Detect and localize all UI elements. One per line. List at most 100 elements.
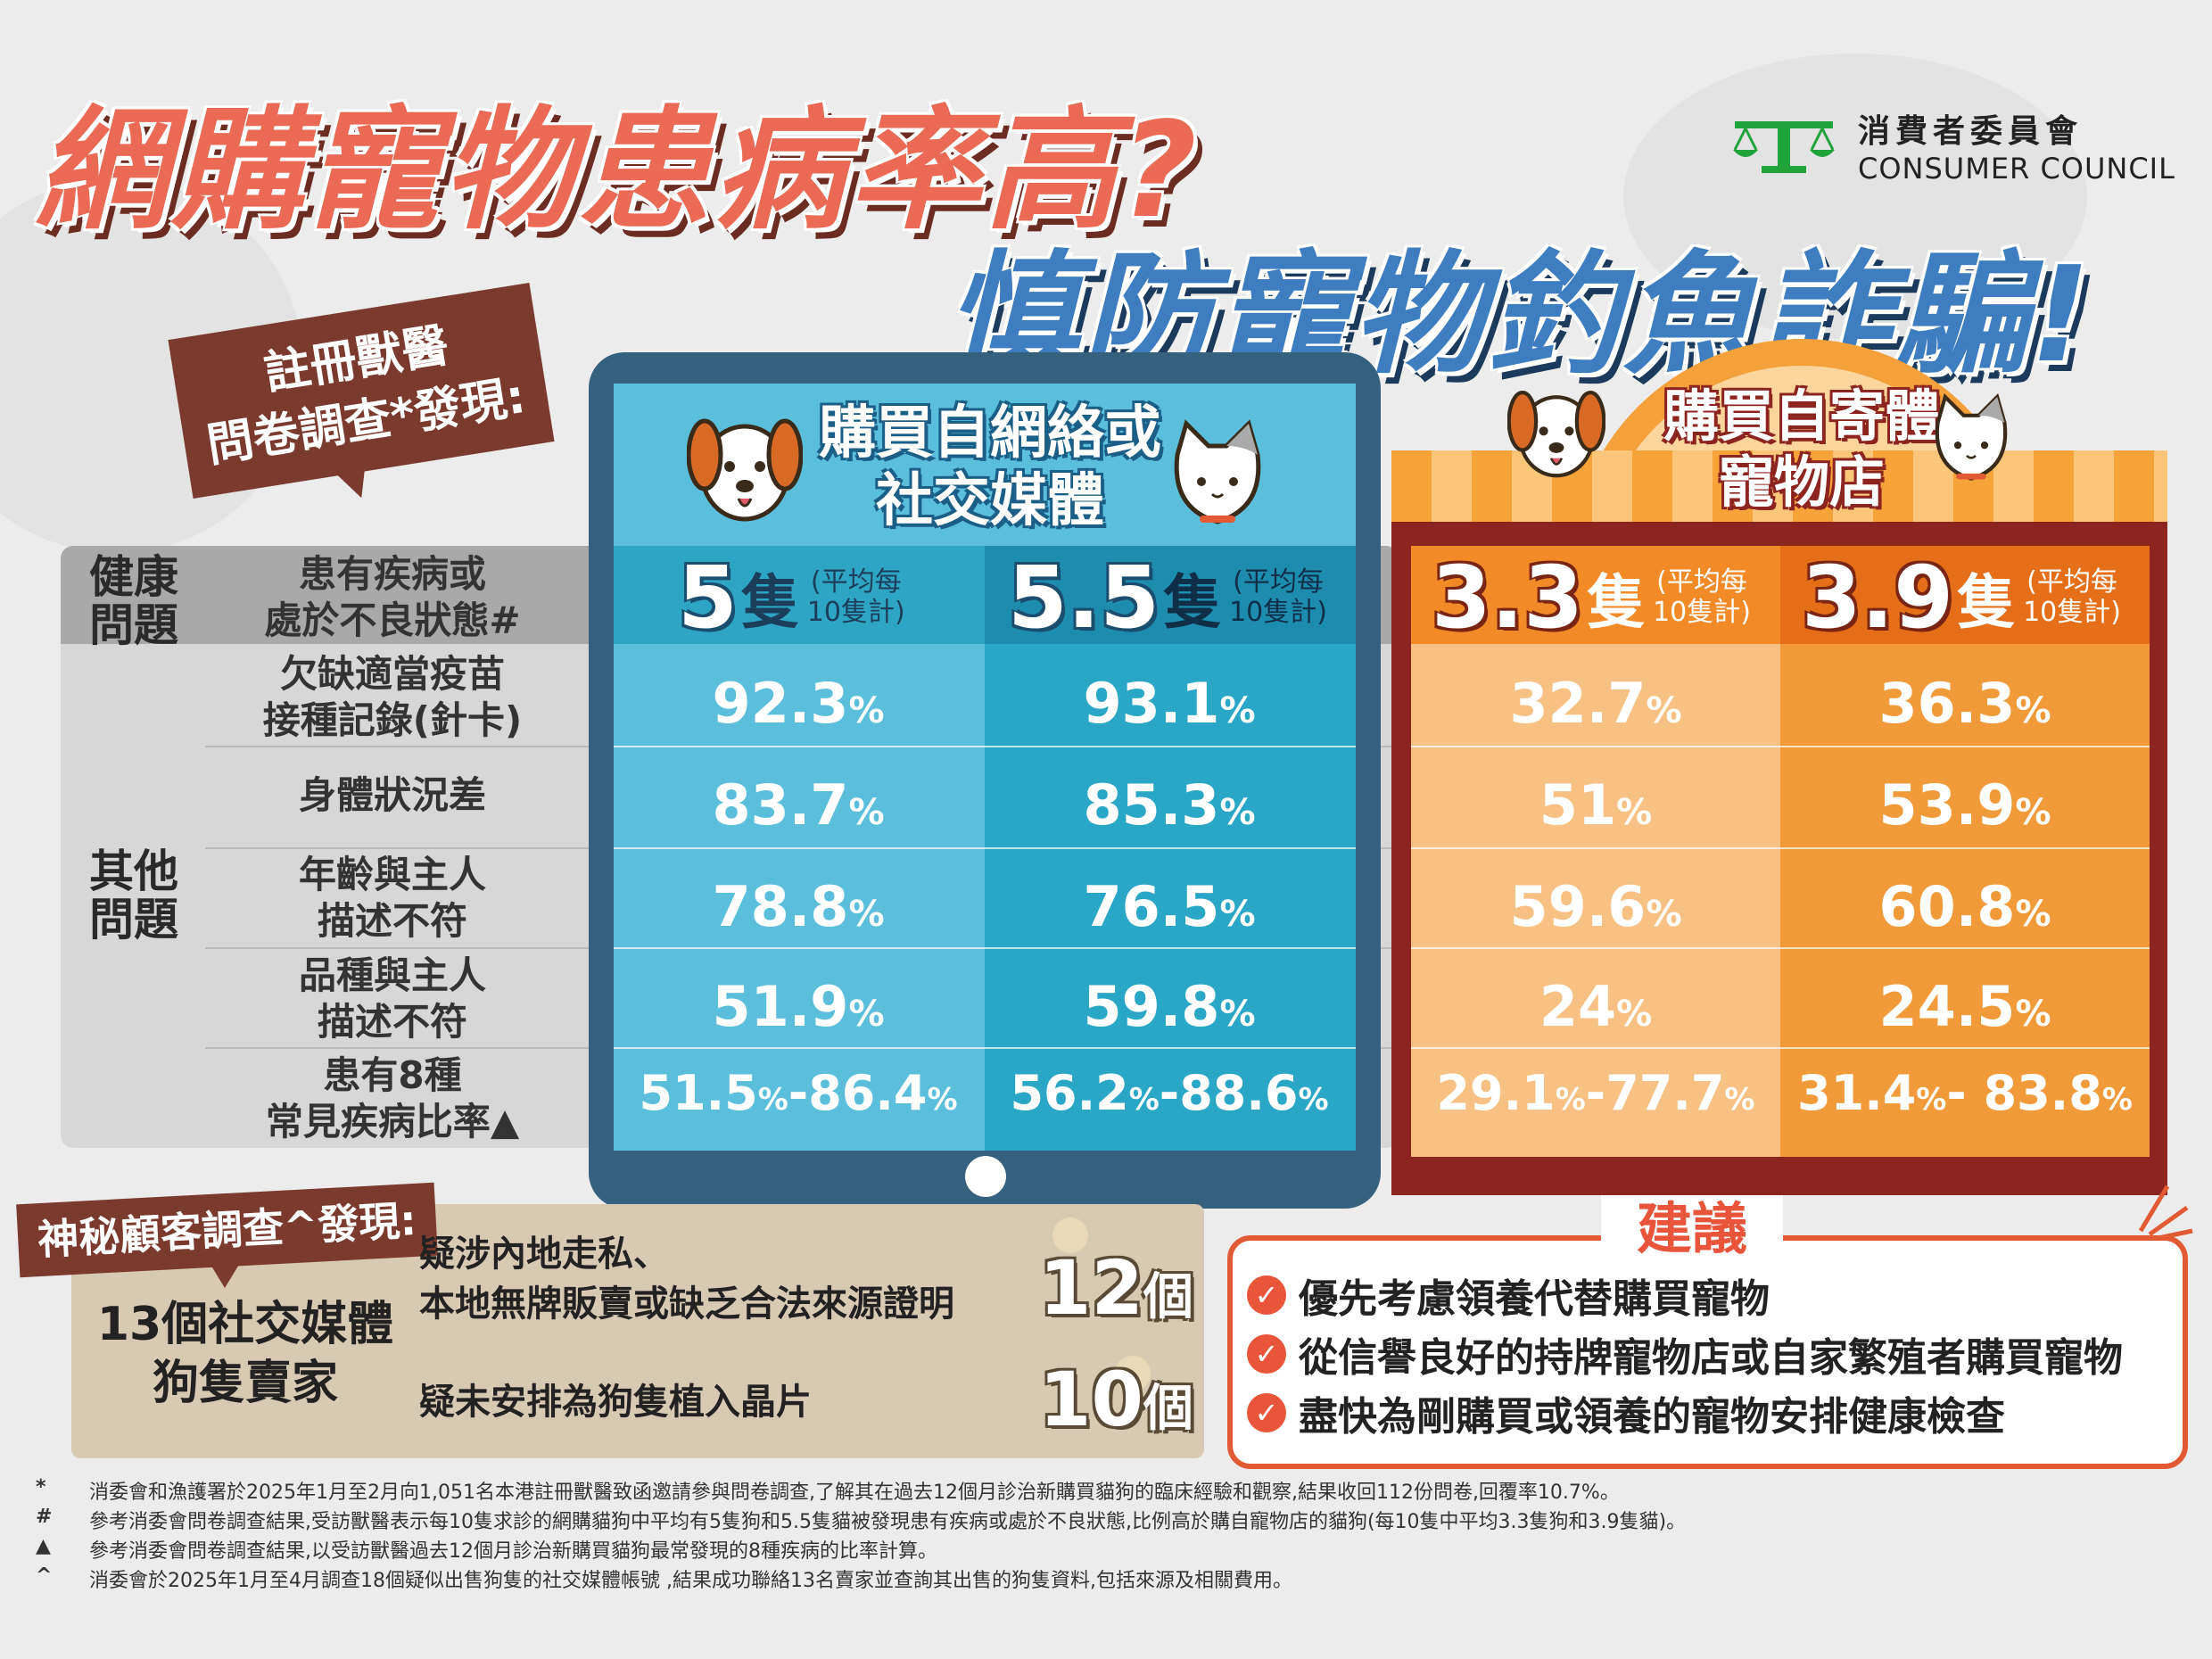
row-label-line1: 身體狀況差 [298, 773, 486, 817]
row-label-line2: 接種記錄(針卡) [262, 698, 523, 742]
avg-note-line1: (平均每 [1233, 566, 1324, 598]
avg-note-line2: 10隻計) [1229, 597, 1327, 628]
footnote: # 參考消委會問卷調查結果,受訪獸醫表示每10隻求診的網購貓狗中平均有5隻狗和5.… [36, 1506, 1686, 1534]
avg-note: (平均每 10隻計) [1229, 567, 1327, 628]
count-value: 5.5 [1008, 548, 1160, 648]
smuggling-count-unit: 個 [1143, 1268, 1193, 1326]
value-cell: 93.1% [985, 671, 1354, 736]
paw-decoration [1115, 1356, 1151, 1391]
percent-value: 85.3 [1083, 772, 1220, 838]
range-start: 31.4 [1797, 1065, 1917, 1121]
range-dash: - [788, 1065, 809, 1121]
shop-cat-header [1780, 546, 2150, 644]
row-label-line2: 描述不符 [317, 899, 467, 943]
row-label-8-diseases: 患有8種 常見疾病比率▲ [205, 1052, 580, 1145]
burst-icon [2138, 1184, 2193, 1240]
value-cell: 76.5% [985, 874, 1354, 939]
category-health: 健康 問題 [89, 551, 178, 651]
seller-count-line2: 狗隻賣家 [152, 1357, 338, 1410]
advice-item-text: 從信譽良好的持牌寵物店或自家繁殖者購買寵物 [1299, 1335, 2123, 1381]
online-dog-disease-count: 5 隻 (平均每 10隻計) [678, 553, 905, 642]
avg-note-line2: 10隻計) [1653, 597, 1751, 628]
check-icon: ✓ [1247, 1393, 1286, 1432]
count-value: 5 [678, 548, 738, 648]
cell-divider [1411, 947, 2150, 949]
percent-value: 83.7 [712, 772, 849, 838]
percent-value: 51.9 [712, 974, 849, 1039]
shop-dog-header [1411, 546, 1780, 644]
percent-sign: % [1724, 1082, 1755, 1118]
footnote: ^ 消委會於2025年1月至4月調查18個疑似出售狗隻的社交媒體帳號 ,結果成功聯… [36, 1564, 1292, 1593]
percent-value: 92.3 [712, 671, 849, 736]
online-cat-disease-count: 5.5 隻 (平均每 10隻計) [1008, 553, 1327, 642]
cat-icon [1935, 393, 2008, 481]
percent-value: 78.8 [712, 874, 849, 939]
tablet-home-button [965, 1156, 1006, 1197]
online-title-line2: 社交媒體 [876, 468, 1104, 534]
online-title-line1: 購買自網絡或 [819, 400, 1161, 466]
value-cell: 92.3% [614, 671, 983, 736]
row-label-line1: 患有疾病或 [298, 552, 486, 596]
row-label-line2: 常見疾病比率▲ [265, 1100, 520, 1143]
row-label-line1: 年齡與主人 [298, 853, 486, 896]
check-icon: ✓ [1247, 1334, 1286, 1374]
value-cell: 29.1%-77.7% [1411, 1065, 1780, 1121]
percent-sign: % [1219, 894, 1256, 935]
value-cell: 83.7% [614, 772, 983, 838]
shop-title: 購買自寄體 寵物店 [1597, 384, 2007, 516]
advice-item-text: 優先考慮領養代替購買寵物 [1299, 1276, 1770, 1322]
row-label-line1: 品種與主人 [298, 953, 486, 997]
advice-item: ✓ 從信譽良好的持牌寵物店或自家繁殖者購買寵物 [1247, 1325, 2123, 1382]
count-unit: 隻 [740, 568, 800, 637]
percent-value: 76.5 [1083, 874, 1220, 939]
percent-sign: % [848, 894, 885, 935]
percent-sign: % [1555, 1082, 1586, 1118]
range-dash: - [1159, 1065, 1180, 1121]
range-end: 88.6 [1179, 1065, 1299, 1121]
range-start: 56.2 [1010, 1065, 1129, 1121]
advice-panel [1227, 1235, 2188, 1469]
smuggling-finding-line2: 本地無牌販賣或缺乏合法來源證明 [419, 1283, 954, 1325]
avg-note-line2: 10隻計) [2023, 597, 2121, 628]
category-other: 其他 問題 [89, 846, 178, 945]
check-icon: ✓ [1247, 1275, 1286, 1315]
percent-sign: % [1646, 690, 1682, 731]
value-cell: 24.5% [1780, 974, 2150, 1039]
range-dash: - [1946, 1065, 1967, 1121]
percent-value: 24 [1539, 974, 1617, 1039]
percent-sign: % [848, 994, 885, 1035]
avg-note-line1: (平均每 [810, 566, 902, 598]
percent-sign: % [2015, 894, 2051, 935]
shop-title-line2: 寵物店 [1718, 450, 1885, 515]
percent-value: 59.6 [1509, 874, 1647, 939]
dog-icon [1507, 391, 1605, 478]
percent-value: 32.7 [1509, 671, 1647, 736]
range-dash: - [1585, 1065, 1606, 1121]
seller-count-line1: 13個社交媒體 [96, 1298, 394, 1351]
percent-sign: % [2015, 690, 2051, 731]
scale-icon [1733, 121, 1835, 173]
shop-cat-column [1780, 644, 2150, 1157]
value-cell: 51.9% [614, 974, 983, 1039]
percent-sign: % [1298, 1082, 1329, 1118]
advice-item-text: 盡快為剛購買或領養的寵物安排健康檢查 [1299, 1394, 2005, 1440]
footnote-text: 消委會和漁護署於2025年1月至2月向1,051名本港註冊獸醫致函邀請參與問卷調… [89, 1482, 1620, 1504]
paw-decoration [1052, 1217, 1088, 1253]
footnote: * 消委會和漁護署於2025年1月至2月向1,051名本港註冊獸醫致函邀請參與問卷… [36, 1476, 1620, 1505]
percent-sign: % [1219, 994, 1256, 1035]
footnote-text: 消委會於2025年1月至4月調查18個疑似出售狗隻的社交媒體帳號 ,結果成功聯絡… [89, 1570, 1292, 1592]
value-cell: 32.7% [1411, 671, 1780, 736]
percent-value: 53.9 [1878, 772, 2016, 838]
percent-value: 36.3 [1878, 671, 2016, 736]
shop-dog-disease-count: 3.3 隻 (平均每 10隻計) [1432, 553, 1751, 642]
percent-value: 60.8 [1878, 874, 2016, 939]
cell-divider [614, 1047, 1356, 1049]
percent-value: 24.5 [1878, 974, 2016, 1039]
value-cell: 60.8% [1780, 874, 2150, 939]
avg-note: (平均每 10隻計) [2023, 567, 2121, 628]
advice-title: 建議 [1601, 1195, 1784, 1263]
consumer-council-logo: 消費者委員會 CONSUMER COUNCIL [1726, 105, 2175, 186]
percent-sign: % [1616, 792, 1653, 833]
cat-icon [1174, 419, 1261, 524]
microchip-count-unit: 個 [1143, 1380, 1193, 1438]
